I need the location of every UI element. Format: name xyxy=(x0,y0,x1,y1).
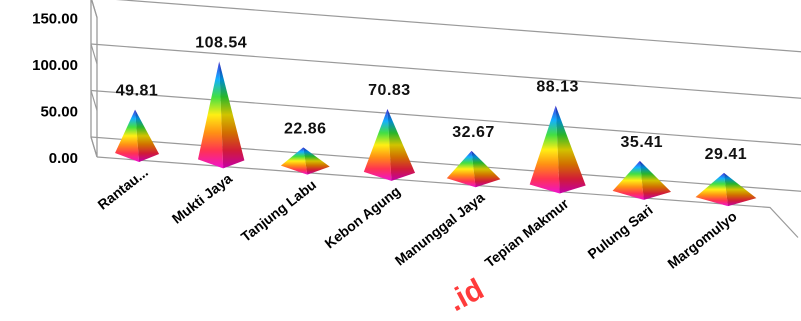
pyramid-shadow xyxy=(639,160,672,200)
gridline-side xyxy=(90,43,98,65)
pyramid xyxy=(363,109,416,181)
category-label: Tepian Makmur xyxy=(482,195,572,271)
gridlines xyxy=(90,0,801,192)
watermark-text: .id xyxy=(443,273,489,319)
category-label: Margomulyo xyxy=(664,208,739,272)
pyramid-highlight xyxy=(446,150,476,188)
pyramid-shadow xyxy=(471,150,501,188)
y-tick-label: 150.00 xyxy=(32,11,78,28)
data-label: 32.67 xyxy=(452,124,495,141)
gridline xyxy=(90,89,801,146)
pyramid-face-right xyxy=(471,150,501,188)
pyramid-shadow xyxy=(303,147,330,175)
pyramid-shadow xyxy=(387,109,416,181)
data-label: 29.41 xyxy=(705,146,748,163)
gridline-side xyxy=(90,136,98,158)
y-tick-label: 0.00 xyxy=(49,150,78,167)
pyramid-face-left xyxy=(197,61,224,169)
category-label: Tanjung Labu xyxy=(238,176,319,244)
pyramid-face-right xyxy=(135,109,160,163)
gridline xyxy=(90,43,801,99)
pyramid-face-right xyxy=(387,109,416,181)
pyramid xyxy=(695,172,757,207)
pyramid-face-right xyxy=(639,160,672,200)
pyramid-shadow xyxy=(219,61,245,169)
pyramid-face-left xyxy=(363,109,392,181)
pyramid-face-left xyxy=(115,109,140,163)
data-label: 22.86 xyxy=(284,120,327,137)
y-tick-label: 100.00 xyxy=(32,57,78,74)
pyramid-highlight xyxy=(197,61,224,169)
pyramid-highlight xyxy=(529,105,560,194)
pyramids xyxy=(115,61,757,207)
data-labels: 49.81 108.54 22.86 70.83 32.67 88.13 35.41 29.4… xyxy=(116,34,747,162)
pyramid-highlight xyxy=(612,160,644,200)
category-label: Manunggal Jaya xyxy=(392,189,488,269)
pyramid-shadow xyxy=(723,172,757,207)
pyramid-highlight xyxy=(280,147,308,175)
data-label: 70.83 xyxy=(368,82,411,99)
pyramid-face-right xyxy=(219,61,245,169)
pyramid-face-left xyxy=(280,147,308,175)
pyramid-highlight xyxy=(695,172,728,207)
pyramid-face-right xyxy=(303,147,330,175)
pyramid xyxy=(446,150,501,188)
pyramid-face-left xyxy=(612,160,644,200)
category-label: Mukti Jaya xyxy=(169,170,235,227)
gridline-side xyxy=(90,90,98,111)
pyramid-face-left xyxy=(695,172,728,207)
left-wall xyxy=(90,0,98,158)
data-label: 108.54 xyxy=(195,34,247,51)
pyramid-face-right xyxy=(555,105,586,194)
category-label: Kebon Agung xyxy=(322,183,404,252)
pyramid xyxy=(612,160,672,200)
pyramid xyxy=(280,147,330,175)
pyramid-highlight xyxy=(115,109,140,163)
category-label: Pulung Sari xyxy=(585,202,656,263)
y-tick-label: 50.00 xyxy=(40,104,78,121)
data-label: 49.81 xyxy=(116,83,159,100)
category-label: Rantau... xyxy=(94,164,150,213)
pyramid-shadow xyxy=(555,105,586,194)
pyramid xyxy=(197,61,245,169)
pyramid-highlight xyxy=(363,109,392,181)
pyramid xyxy=(529,105,586,194)
data-label: 88.13 xyxy=(536,79,579,96)
data-label: 35.41 xyxy=(621,134,664,151)
floor-edge xyxy=(96,156,799,238)
pyramid-face-left xyxy=(446,150,476,188)
gridline xyxy=(115,0,801,53)
y-axis-ticks: 0.00 50.00 100.00 150.00 xyxy=(32,11,78,168)
pyramid-shadow xyxy=(135,109,160,163)
pyramid xyxy=(115,109,160,163)
pyramid-face-left xyxy=(529,105,560,194)
gridline-side xyxy=(91,0,98,18)
pyramid-face-right xyxy=(723,172,757,207)
